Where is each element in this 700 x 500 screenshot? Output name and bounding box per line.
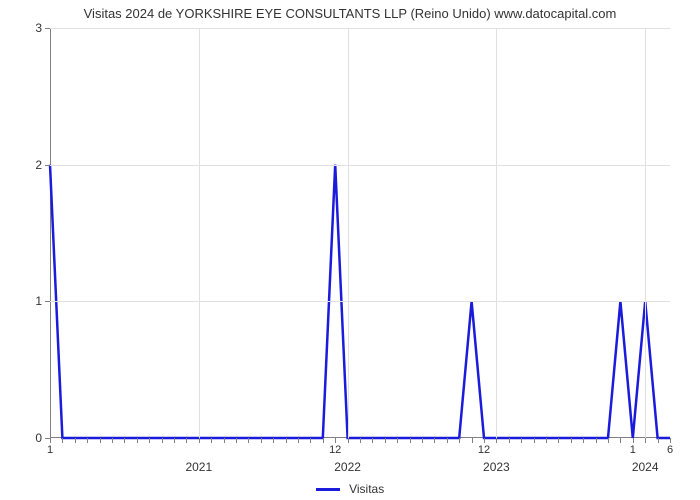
- x-sub-label: 12: [329, 444, 341, 456]
- grid-line-h: [50, 301, 670, 302]
- x-tick-mark: [434, 438, 435, 443]
- chart-legend: Visitas: [0, 481, 700, 496]
- y-tick-mark: [45, 28, 50, 29]
- x-tick-mark: [286, 438, 287, 443]
- grid-line-h: [50, 165, 670, 166]
- x-tick-mark: [162, 438, 163, 443]
- grid-line-v: [199, 28, 200, 438]
- x-tick-mark: [360, 438, 361, 443]
- x-tick-mark: [397, 438, 398, 443]
- line-series: [50, 28, 670, 438]
- x-year-label: 2024: [632, 460, 659, 474]
- grid-line-v: [348, 28, 349, 438]
- x-tick-mark: [583, 438, 584, 443]
- x-tick-mark: [124, 438, 125, 443]
- chart-title: Visitas 2024 de YORKSHIRE EYE CONSULTANT…: [0, 6, 700, 21]
- plot-area: 012320212022202320241121216: [50, 28, 670, 438]
- x-tick-mark: [385, 438, 386, 443]
- x-tick-mark: [645, 438, 646, 443]
- x-tick-mark: [112, 438, 113, 443]
- x-tick-mark: [211, 438, 212, 443]
- x-tick-mark: [87, 438, 88, 443]
- x-tick-mark: [608, 438, 609, 443]
- x-year-label: 2022: [334, 460, 361, 474]
- x-tick-mark: [633, 438, 634, 443]
- x-tick-mark: [323, 438, 324, 443]
- x-tick-mark: [75, 438, 76, 443]
- x-sub-label: 12: [478, 444, 490, 456]
- x-tick-mark: [472, 438, 473, 443]
- grid-line-v: [496, 28, 497, 438]
- y-tick-mark: [45, 165, 50, 166]
- x-tick-mark: [224, 438, 225, 443]
- x-tick-mark: [137, 438, 138, 443]
- x-tick-mark: [261, 438, 262, 443]
- x-tick-mark: [447, 438, 448, 443]
- x-tick-mark: [620, 438, 621, 443]
- x-tick-mark: [410, 438, 411, 443]
- x-sub-label: 6: [667, 444, 673, 456]
- x-tick-mark: [558, 438, 559, 443]
- x-tick-mark: [658, 438, 659, 443]
- x-tick-mark: [186, 438, 187, 443]
- x-tick-mark: [372, 438, 373, 443]
- x-year-label: 2023: [483, 460, 510, 474]
- x-year-label: 2021: [185, 460, 212, 474]
- x-tick-mark: [348, 438, 349, 443]
- legend-label: Visitas: [349, 482, 384, 496]
- x-tick-mark: [310, 438, 311, 443]
- x-sub-label: 1: [630, 444, 636, 456]
- x-tick-mark: [298, 438, 299, 443]
- x-tick-mark: [149, 438, 150, 443]
- x-tick-mark: [335, 438, 336, 443]
- x-tick-mark: [571, 438, 572, 443]
- x-tick-mark: [199, 438, 200, 443]
- grid-line-h: [50, 28, 670, 29]
- x-tick-mark: [670, 438, 671, 443]
- x-tick-mark: [248, 438, 249, 443]
- x-sub-label: 1: [47, 444, 53, 456]
- x-tick-mark: [422, 438, 423, 443]
- x-tick-mark: [521, 438, 522, 443]
- x-tick-mark: [546, 438, 547, 443]
- y-tick-mark: [45, 301, 50, 302]
- y-tick-label: 2: [35, 158, 42, 172]
- x-tick-mark: [496, 438, 497, 443]
- y-tick-label: 3: [35, 21, 42, 35]
- x-tick-mark: [459, 438, 460, 443]
- legend-swatch: [316, 488, 340, 491]
- x-tick-mark: [273, 438, 274, 443]
- x-tick-mark: [534, 438, 535, 443]
- y-tick-label: 1: [35, 294, 42, 308]
- x-tick-mark: [596, 438, 597, 443]
- x-tick-mark: [62, 438, 63, 443]
- x-tick-mark: [236, 438, 237, 443]
- x-tick-mark: [484, 438, 485, 443]
- x-tick-mark: [100, 438, 101, 443]
- grid-line-v: [645, 28, 646, 438]
- x-tick-mark: [174, 438, 175, 443]
- x-tick-mark: [509, 438, 510, 443]
- x-tick-mark: [50, 438, 51, 443]
- y-tick-label: 0: [35, 431, 42, 445]
